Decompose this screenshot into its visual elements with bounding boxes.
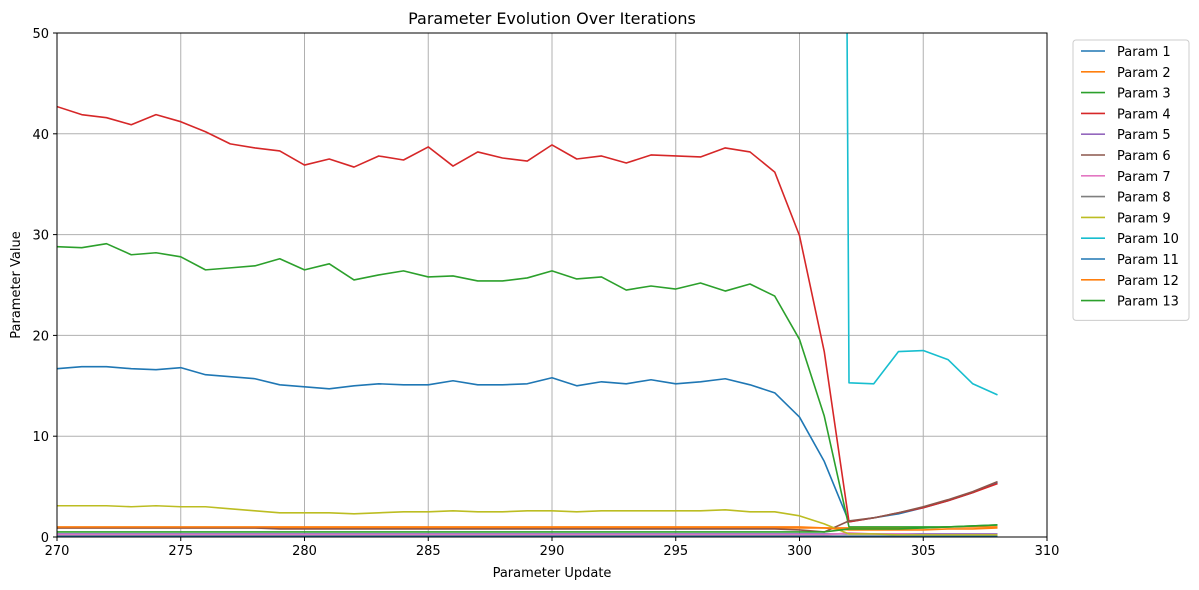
x-tick-label: 285 [416, 544, 441, 559]
y-tick-label: 0 [41, 531, 49, 546]
legend-label: Param 12 [1117, 274, 1179, 289]
legend-label: Param 4 [1117, 107, 1171, 122]
x-axis-ticks: 270 275 280 285 290 295 300 305 310 [45, 537, 1060, 559]
y-tick-label: 40 [32, 128, 49, 143]
legend-label: Param 5 [1117, 128, 1171, 143]
legend-label: Param 11 [1117, 253, 1179, 268]
legend-label: Param 9 [1117, 211, 1171, 226]
legend: Param 1 Param 2 Param 3 Param 4 Param 5 Param… [1072, 39, 1190, 321]
legend-label: Param 7 [1117, 170, 1171, 185]
x-tick-label: 310 [1035, 544, 1060, 559]
x-axis-label: Parameter Update [493, 566, 612, 581]
x-tick-label: 290 [540, 544, 565, 559]
x-tick-label: 305 [911, 544, 936, 559]
chart-title: Parameter Evolution Over Iterations [408, 9, 696, 28]
y-tick-label: 50 [32, 27, 49, 42]
series-lines [57, 33, 998, 537]
legend-label: Param 10 [1117, 232, 1179, 247]
series-line-10 [846, 33, 998, 396]
x-tick-label: 275 [168, 544, 193, 559]
legend-label: Param 13 [1117, 295, 1179, 310]
legend-label: Param 6 [1117, 149, 1171, 164]
series-line-7 [57, 532, 998, 536]
series-line-4 [57, 105, 998, 523]
x-tick-label: 270 [45, 544, 70, 559]
y-axis-label: Parameter Value [9, 231, 24, 338]
y-tick-label: 20 [32, 329, 49, 344]
series-line-1 [57, 365, 998, 523]
series-line-6 [57, 480, 998, 533]
legend-label: Param 8 [1117, 191, 1171, 206]
y-tick-label: 30 [32, 229, 49, 244]
legend-box [1072, 39, 1190, 321]
series-line-3 [57, 242, 998, 528]
series-line-13 [57, 524, 998, 533]
legend-label: Param 1 [1117, 45, 1171, 60]
x-tick-label: 280 [292, 544, 317, 559]
legend-label: Param 3 [1117, 87, 1171, 102]
y-tick-label: 10 [32, 430, 49, 445]
x-tick-label: 295 [663, 544, 688, 559]
legend-label: Param 2 [1117, 66, 1171, 81]
y-axis-ticks: 0 10 20 30 40 50 [32, 27, 57, 546]
x-tick-label: 300 [787, 544, 812, 559]
